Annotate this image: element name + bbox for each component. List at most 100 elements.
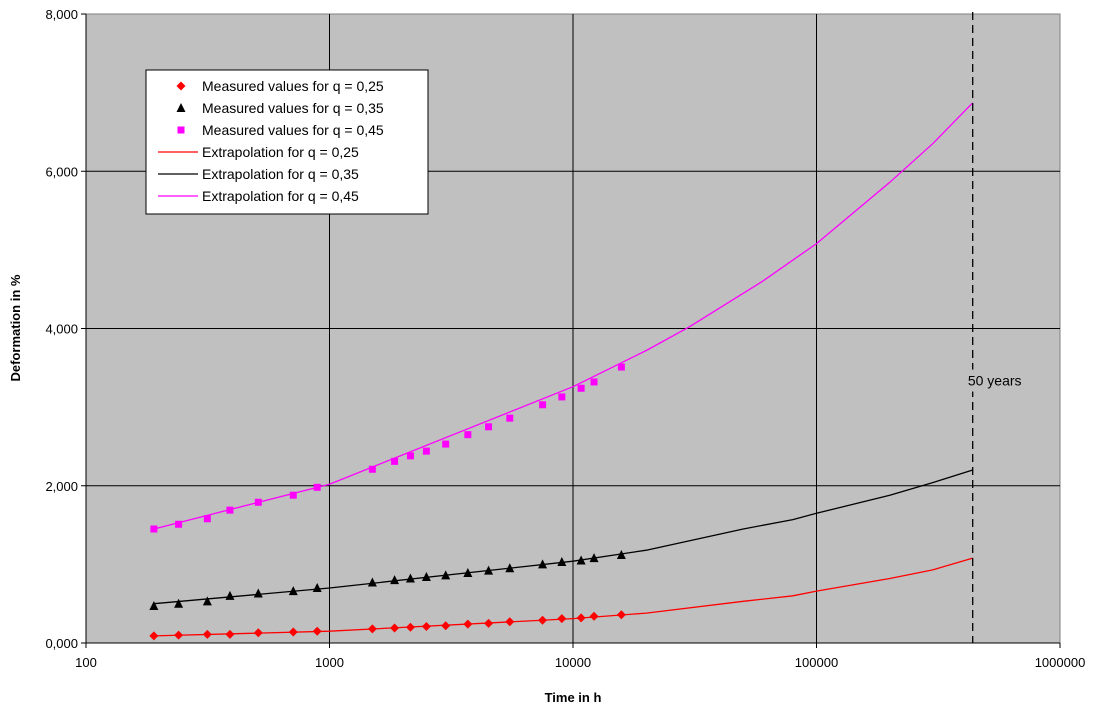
data-point [538,615,548,625]
data-point [390,623,400,633]
legend-marker [177,126,185,134]
data-point [367,577,377,587]
data-point [484,565,494,575]
data-point [590,378,598,386]
measured-series-0 [149,610,626,641]
chart-legend: Measured values for q = 0,25 Measured val… [145,69,429,215]
legend-marker [176,103,186,112]
legend-item: Extrapolation for q = 0,45 [158,188,359,204]
annotation-layer: 50 years [924,12,1022,643]
x-tick-label: 10000 [555,655,591,670]
extrapolation-line [153,469,973,605]
legend-item: Extrapolation for q = 0,35 [158,166,359,182]
data-point [557,614,567,624]
data-point [254,498,262,506]
data-point [558,393,566,401]
legend-label: Measured values for q = 0,25 [202,78,384,94]
data-point [421,621,431,631]
extrapolation-line [153,102,974,530]
data-point [442,440,450,448]
y-tick-label: 8,000 [45,7,78,22]
data-point [405,622,415,632]
data-point [422,447,430,455]
data-point [149,601,159,611]
data-point [288,627,298,637]
fifty-years-label: 50 years [968,373,1022,389]
legend-label: Measured values for q = 0,45 [202,122,384,138]
data-point [463,619,473,629]
data-point [405,573,415,583]
data-point [589,611,599,621]
data-point [368,465,376,473]
data-point [203,515,211,523]
data-point [312,582,322,592]
extrapolation-series-0 [153,557,973,637]
legend-label: Measured values for q = 0,35 [202,100,384,116]
data-point [463,568,473,578]
data-point [616,610,626,620]
data-point [485,423,493,431]
extrapolation-series-2 [153,102,974,530]
data-point [538,559,548,569]
data-point [616,549,626,559]
data-point [391,457,399,465]
data-point [617,363,625,371]
measured-series-2 [150,363,625,533]
data-point [576,555,586,565]
series-layer [149,102,974,641]
legend-item: Measured values for q = 0,35 [176,100,384,116]
data-point [289,491,297,499]
data-point [174,630,184,640]
y-tick-label: 0,000 [45,636,78,651]
legend-marker [176,81,186,91]
y-tick-label: 6,000 [45,164,78,179]
data-point [577,384,585,392]
data-point [367,624,377,634]
data-point [288,586,298,596]
data-point [253,588,263,598]
data-point [312,626,322,636]
legend-label: Extrapolation for q = 0,45 [202,188,359,204]
annotation-background [924,369,1021,392]
y-axis-title: Deformation in % [8,274,23,381]
x-tick-label: 1000 [315,655,344,670]
legend-item: Measured values for q = 0,45 [177,122,384,138]
data-point [226,506,234,514]
data-point [313,483,321,491]
legend-label: Extrapolation for q = 0,35 [202,166,359,182]
measured-series-1 [149,549,626,611]
y-tick-label: 4,000 [45,322,78,337]
data-point [421,571,431,581]
data-point [390,575,400,585]
data-point [557,557,567,567]
data-point [441,570,451,580]
data-point [202,596,212,606]
data-point [225,590,235,600]
extrapolation-series-1 [153,469,973,605]
data-point [406,452,414,460]
legend-label: Extrapolation for q = 0,25 [202,144,359,160]
data-point [589,553,599,563]
data-point [576,613,586,623]
x-tick-label: 100 [75,655,97,670]
data-point [202,629,212,639]
data-point [174,598,184,608]
x-tick-label: 1000000 [1035,655,1086,670]
legend-item: Measured values for q = 0,25 [176,78,384,94]
x-axis-ticks: 100 1000 10000 100000 1000000 [75,642,1086,670]
data-point [441,621,451,631]
y-tick-label: 2,000 [45,479,78,494]
x-tick-label: 100000 [795,655,838,670]
data-point [464,431,472,439]
data-point [253,628,263,638]
data-point [539,401,547,409]
extrapolation-line [153,557,973,637]
data-point [505,617,515,627]
data-point [484,618,494,628]
data-point [506,414,514,422]
y-axis-ticks: 0,000 2,000 4,000 6,000 8,000 [45,7,87,651]
legend-item: Extrapolation for q = 0,25 [158,144,359,160]
legend-box [145,69,429,215]
data-point [505,563,515,573]
